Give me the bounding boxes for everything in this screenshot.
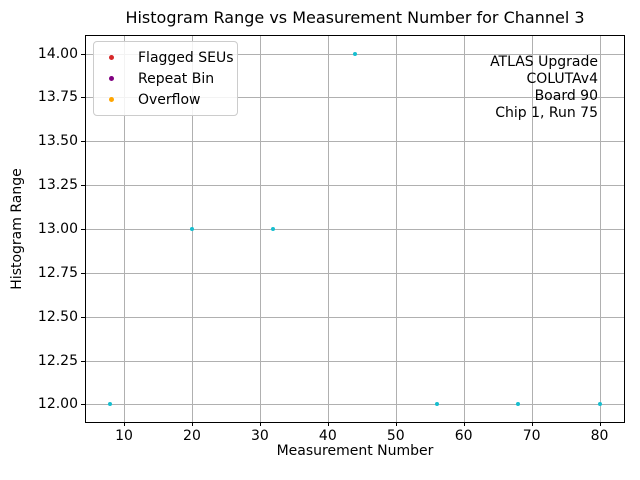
x-tick-mark	[463, 422, 465, 426]
y-tick-mark	[81, 97, 85, 99]
y-tick-mark	[81, 316, 85, 318]
x-tick-mark	[191, 422, 193, 426]
legend-label: Repeat Bin	[138, 70, 215, 87]
x-tick-mark	[124, 422, 126, 426]
legend: Flagged SEUs Repeat Bin Overflow	[93, 41, 238, 116]
legend-label: Overflow	[138, 91, 201, 108]
annotation-line: ATLAS Upgrade	[490, 54, 598, 70]
y-tick-label: 12.25	[37, 352, 78, 369]
y-tick-mark	[81, 404, 85, 406]
x-tick-label: 30	[250, 428, 269, 444]
x-tick-label: 20	[183, 428, 201, 444]
y-tick-label: 14.00	[37, 45, 78, 62]
gridline-horizontal	[86, 229, 624, 230]
y-tick-mark	[81, 53, 85, 55]
annotation-line: Chip 1, Run 75	[495, 105, 598, 121]
y-tick-mark	[81, 272, 85, 274]
purple-dot-icon	[109, 76, 114, 81]
gridline-horizontal	[86, 97, 624, 99]
gridline-horizontal	[86, 141, 624, 143]
x-tick-label: 50	[386, 428, 405, 444]
y-tick-mark	[81, 229, 85, 230]
gridline-horizontal	[86, 404, 624, 406]
data-point	[271, 227, 276, 231]
y-tick-label: 13.00	[37, 221, 78, 237]
data-point	[353, 51, 357, 56]
annotation-line: COLUTAv4	[526, 71, 598, 87]
y-tick-label: 12.00	[37, 396, 78, 413]
x-tick-label: 40	[318, 428, 337, 444]
x-tick-label: 70	[522, 428, 541, 444]
x-tick-mark	[599, 422, 601, 426]
x-axis-label: Measurement Number	[276, 443, 434, 459]
x-tick-label: 60	[454, 428, 473, 444]
gridline-horizontal	[86, 185, 624, 187]
gridline-horizontal	[86, 360, 624, 362]
run-info-annotation: ATLAS Upgrade COLUTAv4 Board 90 Chip 1, …	[490, 54, 598, 122]
y-tick-label: 12.50	[37, 308, 78, 325]
legend-item-flagged-seus: Flagged SEUs	[94, 47, 234, 68]
data-point	[434, 402, 439, 407]
legend-label: Flagged SEUs	[138, 49, 234, 66]
y-tick-label: 13.75	[37, 89, 78, 106]
chart-title: Histogram Range vs Measurement Number fo…	[125, 8, 585, 27]
gridline-horizontal	[86, 316, 624, 318]
orange-dot-icon	[109, 97, 114, 102]
plot-area: Flagged SEUs Repeat Bin Overflow ATLAS U…	[85, 35, 625, 423]
data-point	[108, 402, 113, 407]
y-tick-mark	[81, 185, 85, 187]
annotation-line: Board 90	[534, 88, 598, 104]
x-tick-mark	[259, 422, 261, 426]
data-point	[189, 227, 194, 231]
x-tick-mark	[327, 422, 329, 426]
y-tick-label: 12.75	[37, 264, 78, 281]
red-dot-icon	[109, 55, 114, 60]
y-tick-mark	[81, 141, 85, 143]
legend-item-overflow: Overflow	[94, 89, 227, 110]
y-tick-label: 13.50	[37, 133, 78, 150]
x-tick-label: 80	[590, 428, 609, 444]
x-tick-mark	[395, 422, 397, 426]
data-point	[516, 402, 521, 407]
x-tick-mark	[531, 422, 533, 426]
y-tick-mark	[81, 360, 85, 362]
legend-item-repeat-bin: Repeat Bin	[94, 68, 227, 89]
y-axis-label: Histogram Range	[9, 168, 25, 290]
x-tick-label: 10	[115, 428, 133, 444]
y-tick-label: 13.25	[37, 177, 78, 194]
data-point	[597, 402, 602, 407]
gridline-horizontal	[86, 272, 624, 274]
